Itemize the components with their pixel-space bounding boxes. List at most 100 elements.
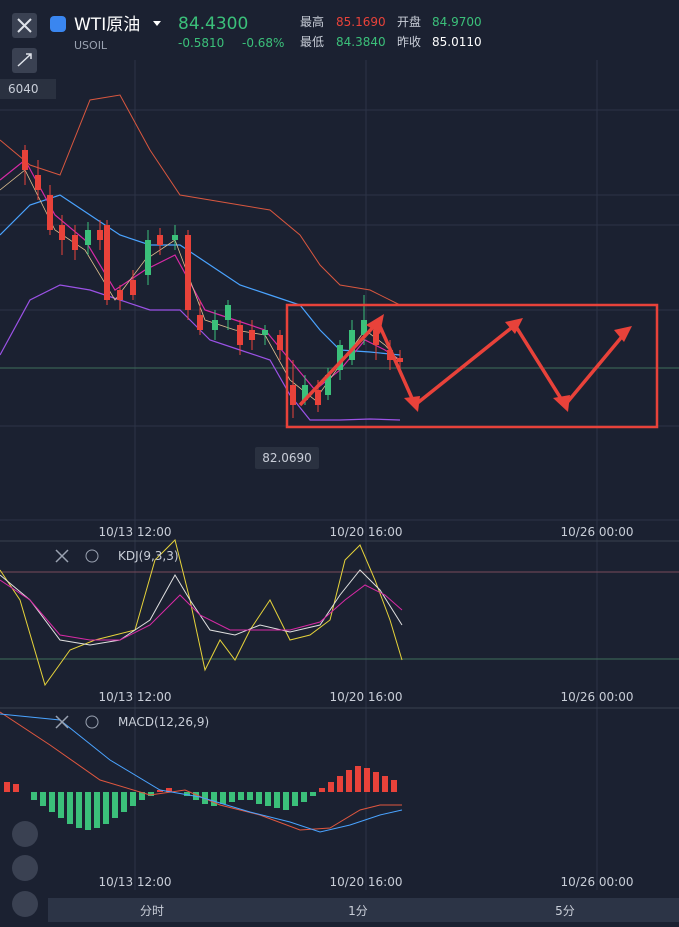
boll-lower [0,284,401,421]
candle-body [277,335,283,350]
indicator-name: KDJ(9,3,3) [118,549,179,563]
last-price: 84.4300 [178,14,248,34]
candle-body [104,225,110,300]
x-label: 10/26 00:00 [561,875,634,889]
tool-button[interactable] [12,821,38,847]
macd-bar [319,788,325,792]
candle-body [185,235,191,310]
settings-icon[interactable] [85,715,99,729]
tool-button[interactable] [12,855,38,881]
candle-body [145,240,151,275]
candle-body [85,230,91,245]
symbol-name[interactable]: WTI原油 [74,15,140,35]
candle-body [59,225,65,240]
candle-body [387,350,393,360]
macd-bar [292,792,298,806]
macd-bar [229,792,235,802]
price-tag [0,79,56,99]
x-label: 10/20 16:00 [330,525,403,539]
candle-body [212,320,218,330]
price-tag [255,447,319,469]
candle-body [361,320,367,335]
indicator-name: MACD(12,26,9) [118,715,209,729]
candle-body [237,325,243,345]
annotation-arrows [298,318,627,408]
tab[interactable]: 1分 [348,904,368,918]
candle-body [117,290,123,300]
candle-body [47,195,53,230]
x-label: 10/13 12:00 [99,875,172,889]
boll-upper [0,94,401,306]
kdj-j [0,539,403,687]
candle-body [157,235,163,245]
candle-body [97,230,103,240]
change-pct: -0.68% [242,36,284,50]
annotation-box [285,303,659,429]
macd-bar [355,766,361,792]
stat-label: 昨收 [397,35,421,49]
macd-bar [184,792,190,796]
remove-indicator[interactable] [55,549,69,563]
macd-bar [49,792,55,812]
candle-body [130,280,136,295]
macd-dif [0,711,402,831]
macd-bar [256,792,262,804]
dropdown-icon[interactable] [153,21,161,26]
remove-indicator[interactable] [55,715,69,729]
candles [22,145,403,418]
x-label: 10/13 12:00 [99,690,172,704]
symbol-code: USOIL [74,39,108,52]
candle-body [315,390,321,405]
candle-body [35,175,41,190]
price-label: 82.0690 [262,451,312,465]
macd-dea [0,713,403,833]
stat-value: 85.0110 [432,35,482,49]
stat-label: 最高 [300,14,324,29]
candle-body [249,330,255,340]
macd-bar [148,792,154,796]
tab[interactable]: 分时 [140,904,164,918]
macd-bar [220,792,226,804]
x-label: 10/26 00:00 [561,525,634,539]
candle-body [397,358,403,362]
candle-body [349,330,355,360]
macd-bar [301,792,307,802]
close-icon [17,18,32,33]
candle-body [172,235,178,240]
candle-body [262,330,268,335]
macd-bar [211,792,217,806]
kdj-k [0,569,403,646]
macd-bar [40,792,46,806]
stat-label: 最低 [300,35,324,49]
macd-bar [58,792,64,818]
x-label: 10/20 16:00 [330,690,403,704]
price-label: 6040 [8,82,39,96]
stat-value: 84.3840 [336,35,386,49]
macd-bar [346,770,352,792]
macd-bars [4,766,397,830]
macd-bar [112,792,118,818]
macd-bar [157,790,163,792]
change: -0.5810 [178,36,224,50]
tab[interactable]: 5分 [555,904,575,918]
candle-body [325,375,331,395]
macd-bar [364,768,370,792]
stat-label: 开盘 [397,14,421,29]
candle-body [337,345,343,370]
macd-bar [247,792,253,800]
tool-button[interactable] [12,891,38,917]
arrow-heads [366,314,632,412]
tab-bar [48,898,679,922]
macd-bar [103,792,109,824]
macd-bar [85,792,91,830]
candle-body [302,385,308,400]
settings-icon[interactable] [85,549,99,563]
symbol-icon [50,16,66,32]
macd-bar [373,772,379,792]
macd-bar [31,792,37,800]
macd-bar [166,788,172,792]
x-label: 10/13 12:00 [99,525,172,539]
candle-body [72,235,78,250]
candle-body [197,315,203,330]
